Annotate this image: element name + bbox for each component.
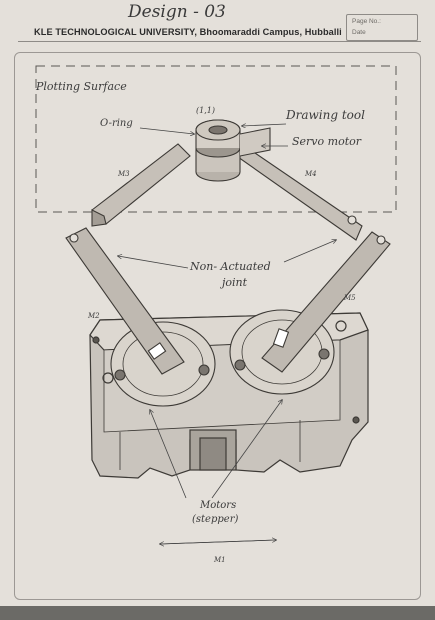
m5-label: M5 xyxy=(344,294,356,302)
plotting-surface-label: Plotting Surface xyxy=(36,80,127,93)
joint-label: joint xyxy=(222,276,248,289)
lower-left-arm xyxy=(65,227,185,375)
drawing-tool xyxy=(195,119,271,182)
page-no-label: Page No.: xyxy=(352,18,381,25)
annotation-arrows xyxy=(118,124,336,544)
design-title: Design - 03 xyxy=(128,2,226,22)
drawing-tool-label: Drawing tool xyxy=(286,108,365,122)
m4-label: M4 xyxy=(305,170,317,178)
date-label: Date xyxy=(352,29,366,36)
o-ring-label: O-ring xyxy=(100,118,133,129)
m1-label: M1 xyxy=(214,556,226,564)
robot-sketch xyxy=(35,65,397,606)
page-border xyxy=(14,52,421,600)
university-header: KLE TECHNOLOGICAL UNIVERSITY, Bhoomaradd… xyxy=(34,27,342,37)
m3-label: M3 xyxy=(118,170,130,178)
coordinate-label: (1,1) xyxy=(196,106,215,115)
motors-label: Motors xyxy=(200,500,237,511)
non-actuated-joint-label: Non- Actuated xyxy=(190,260,271,273)
header-rule xyxy=(18,41,421,42)
notebook-page: Design - 03 KLE TECHNOLOGICAL UNIVERSITY… xyxy=(0,0,435,606)
page-number-box: Page No.: Date xyxy=(346,14,418,41)
lower-right-arm xyxy=(261,231,391,373)
upper-right-arm xyxy=(227,139,363,241)
plotting-surface-boundary xyxy=(35,65,397,213)
m2-label: M2 xyxy=(88,312,100,320)
stepper-label: (stepper) xyxy=(192,514,239,525)
servo-motor-label: Servo motor xyxy=(292,135,361,148)
upper-left-arm xyxy=(91,143,191,227)
